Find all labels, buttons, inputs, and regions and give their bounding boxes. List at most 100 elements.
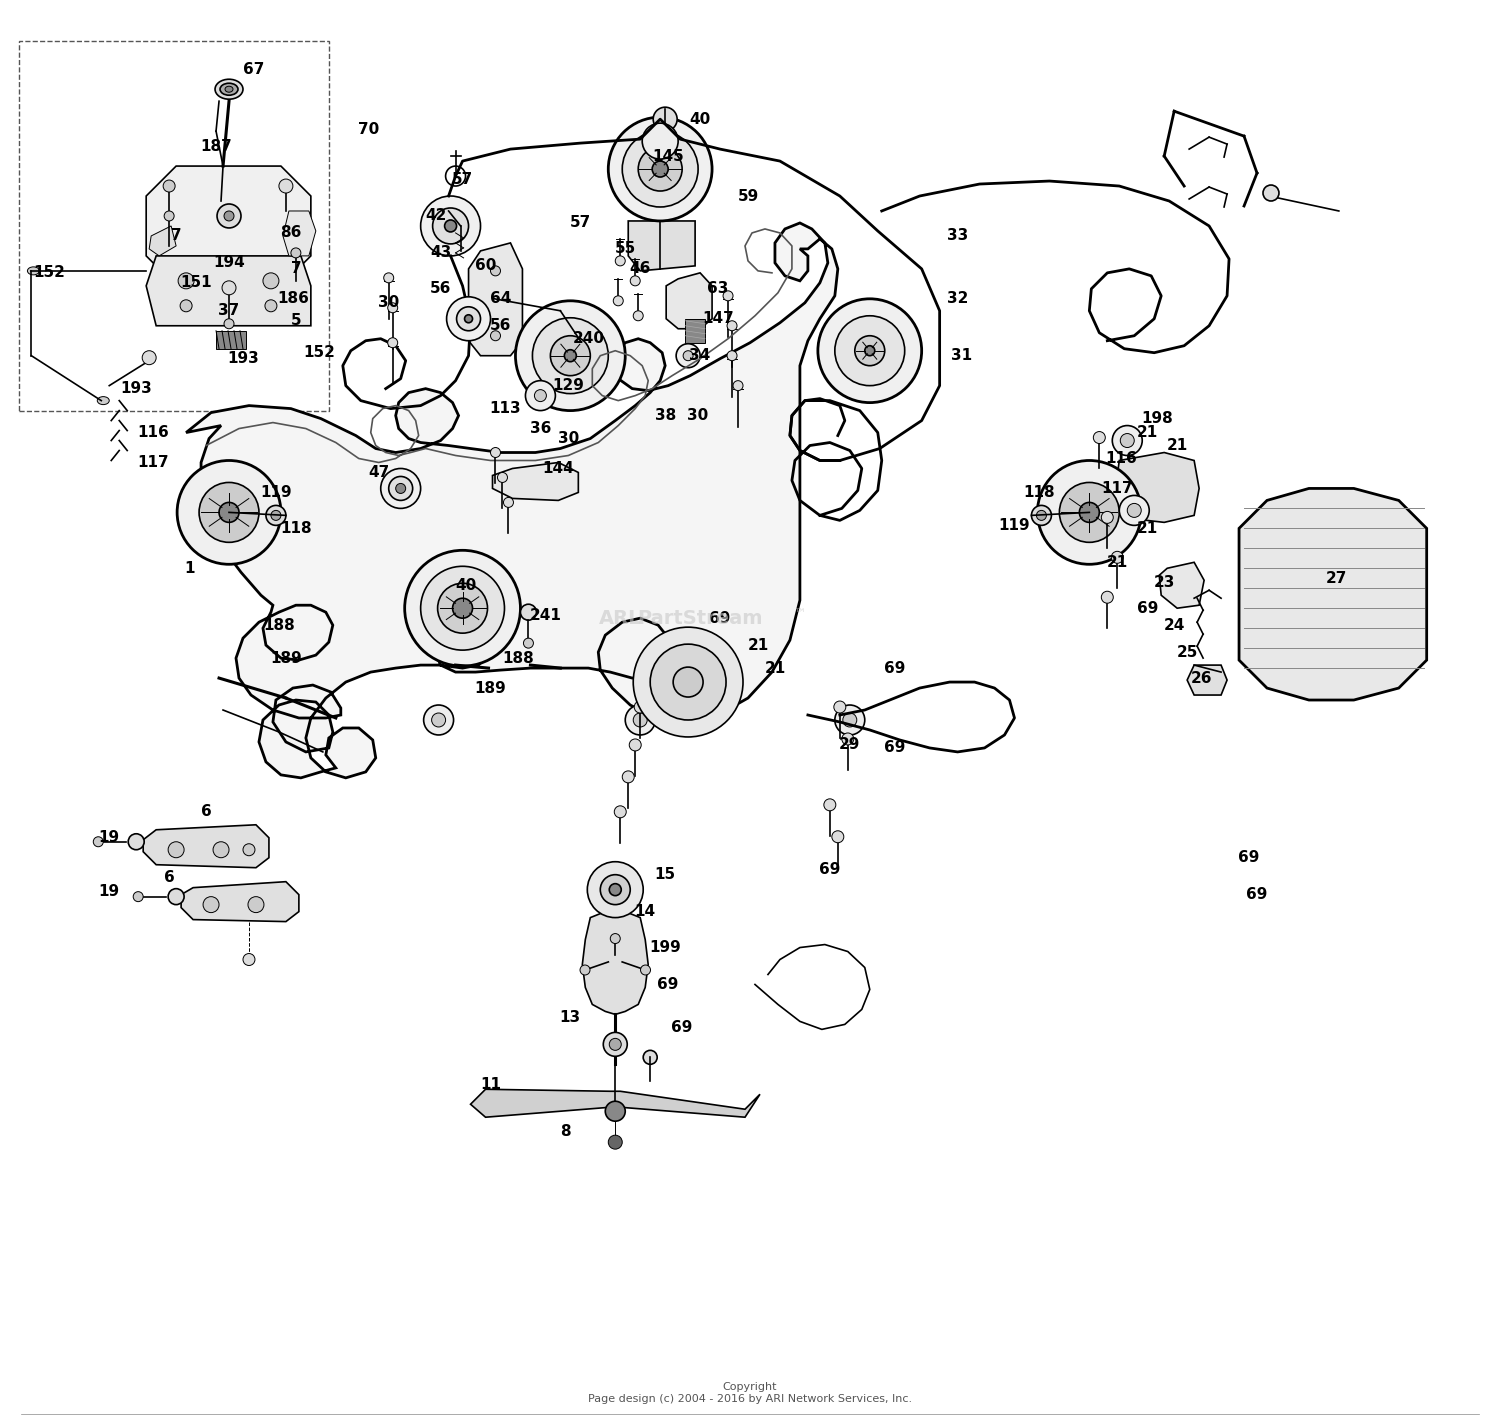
Circle shape xyxy=(609,884,621,895)
Text: 151: 151 xyxy=(180,276,212,290)
Text: 63: 63 xyxy=(708,281,729,297)
Text: 119: 119 xyxy=(999,518,1030,533)
Circle shape xyxy=(865,346,874,356)
Text: 116: 116 xyxy=(1106,451,1137,466)
Circle shape xyxy=(1080,503,1100,523)
Circle shape xyxy=(202,897,219,912)
Polygon shape xyxy=(492,463,579,500)
Circle shape xyxy=(272,510,280,520)
Circle shape xyxy=(1120,434,1134,447)
Circle shape xyxy=(652,161,668,177)
Circle shape xyxy=(674,667,704,697)
Circle shape xyxy=(1128,504,1142,517)
Text: 47: 47 xyxy=(368,466,390,480)
Text: 25: 25 xyxy=(1176,644,1198,660)
Text: 69: 69 xyxy=(1137,601,1158,615)
Text: 7: 7 xyxy=(171,228,182,243)
Polygon shape xyxy=(284,211,316,256)
Text: 69: 69 xyxy=(1239,850,1260,865)
Text: 5: 5 xyxy=(291,313,302,328)
Text: 21: 21 xyxy=(1137,521,1158,536)
Ellipse shape xyxy=(214,79,243,99)
Text: 11: 11 xyxy=(480,1077,501,1092)
Circle shape xyxy=(432,208,468,244)
Circle shape xyxy=(633,311,644,321)
Text: 21: 21 xyxy=(747,638,768,653)
Text: 59: 59 xyxy=(738,188,759,204)
Circle shape xyxy=(1263,186,1280,201)
Circle shape xyxy=(1119,496,1149,526)
Circle shape xyxy=(609,1038,621,1051)
Circle shape xyxy=(638,147,682,191)
Circle shape xyxy=(438,583,488,633)
Polygon shape xyxy=(1160,563,1204,608)
Text: ARL: ARL xyxy=(598,608,642,628)
Text: 69: 69 xyxy=(1246,887,1268,902)
Text: 8: 8 xyxy=(560,1124,570,1138)
Circle shape xyxy=(634,701,646,713)
Circle shape xyxy=(640,965,651,975)
Text: 144: 144 xyxy=(543,461,574,476)
Circle shape xyxy=(219,503,239,523)
Circle shape xyxy=(243,954,255,965)
Circle shape xyxy=(525,381,555,411)
Text: 19: 19 xyxy=(99,830,120,845)
Circle shape xyxy=(291,248,302,258)
Text: 69: 69 xyxy=(710,611,730,625)
Text: 187: 187 xyxy=(200,139,232,154)
Circle shape xyxy=(200,483,260,543)
Circle shape xyxy=(243,844,255,855)
Polygon shape xyxy=(1239,488,1426,700)
Circle shape xyxy=(388,477,412,500)
Circle shape xyxy=(682,351,693,361)
Circle shape xyxy=(610,934,621,944)
Text: 193: 193 xyxy=(120,381,152,396)
Circle shape xyxy=(615,805,626,818)
Text: 129: 129 xyxy=(552,378,585,393)
Circle shape xyxy=(818,298,921,403)
Circle shape xyxy=(824,798,836,811)
Circle shape xyxy=(1038,460,1142,564)
Circle shape xyxy=(217,204,242,228)
Polygon shape xyxy=(146,256,310,326)
Text: 193: 193 xyxy=(226,351,260,366)
Text: 194: 194 xyxy=(213,256,244,270)
Polygon shape xyxy=(471,1090,760,1117)
Circle shape xyxy=(1094,431,1106,444)
Circle shape xyxy=(164,211,174,221)
Text: 26: 26 xyxy=(1191,671,1212,685)
Text: 6: 6 xyxy=(164,870,174,885)
Text: 31: 31 xyxy=(951,348,972,363)
Text: 56: 56 xyxy=(490,318,512,333)
Text: ™: ™ xyxy=(794,608,806,621)
Circle shape xyxy=(504,497,513,507)
Text: 188: 188 xyxy=(503,651,534,665)
Text: 69: 69 xyxy=(657,977,680,992)
Text: 55: 55 xyxy=(615,241,636,257)
Circle shape xyxy=(444,220,456,231)
Circle shape xyxy=(534,390,546,401)
Circle shape xyxy=(178,273,194,288)
Text: 43: 43 xyxy=(430,246,451,260)
Text: 64: 64 xyxy=(490,291,512,307)
Text: 189: 189 xyxy=(474,681,507,695)
Circle shape xyxy=(490,266,501,276)
Circle shape xyxy=(180,300,192,311)
Text: 7: 7 xyxy=(291,261,302,277)
Bar xyxy=(20,41,328,411)
Circle shape xyxy=(833,831,844,843)
Text: 14: 14 xyxy=(634,904,656,920)
Circle shape xyxy=(490,331,501,341)
Circle shape xyxy=(836,705,866,735)
Circle shape xyxy=(642,123,678,159)
Circle shape xyxy=(524,638,534,648)
Circle shape xyxy=(622,131,698,207)
Circle shape xyxy=(262,273,279,288)
Circle shape xyxy=(447,297,491,341)
Text: 21: 21 xyxy=(1107,555,1128,570)
Polygon shape xyxy=(686,318,705,343)
Polygon shape xyxy=(1114,453,1198,523)
Circle shape xyxy=(676,344,700,367)
Text: 118: 118 xyxy=(280,521,312,536)
Text: 188: 188 xyxy=(262,618,296,633)
